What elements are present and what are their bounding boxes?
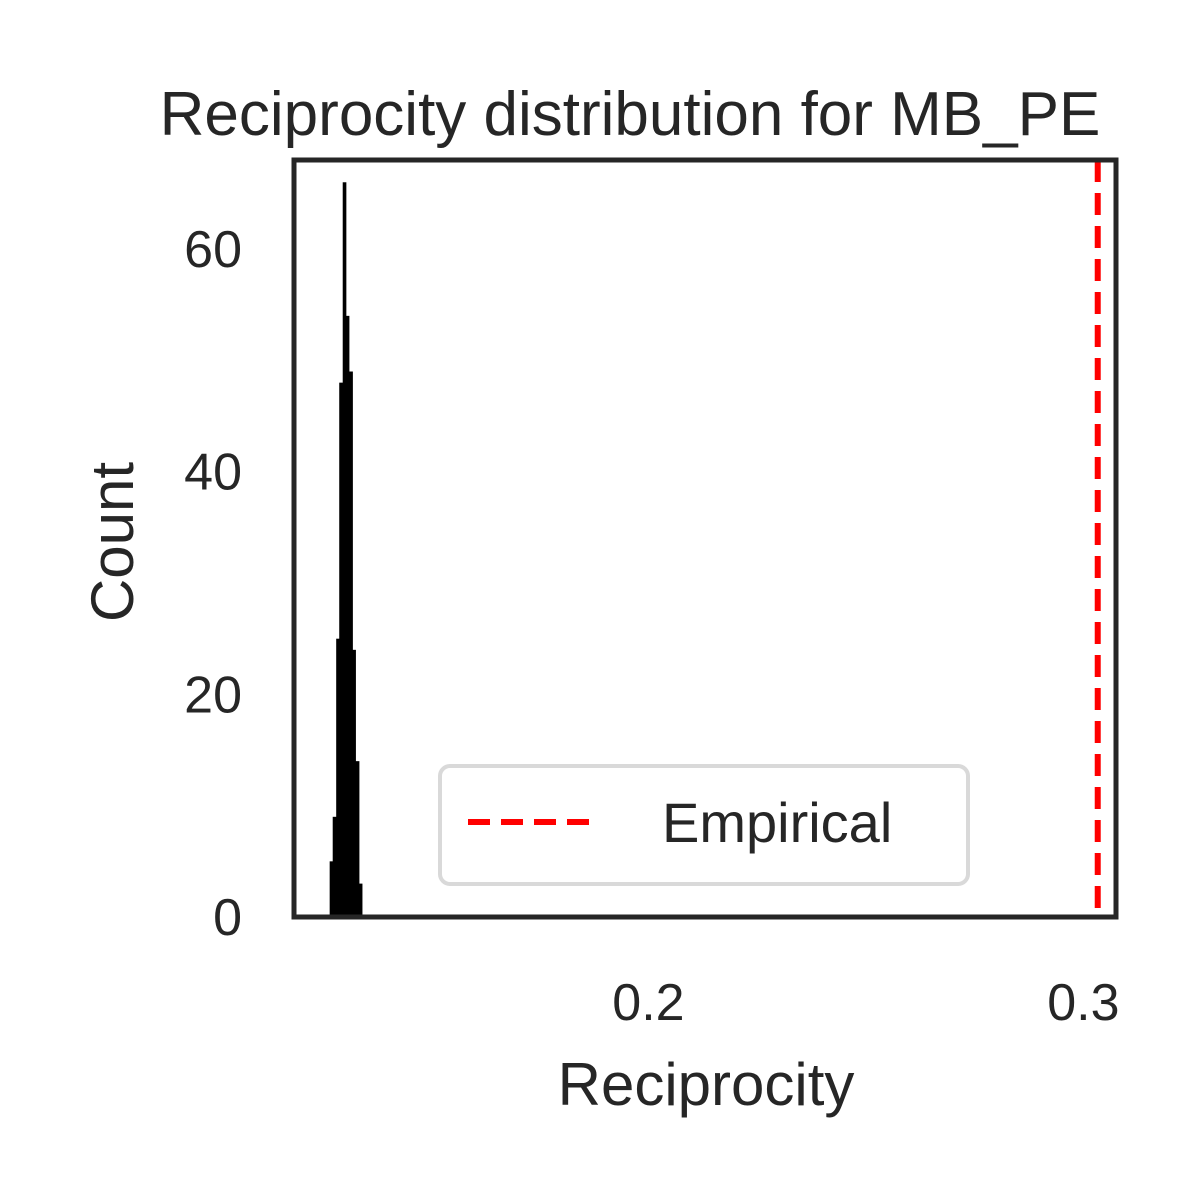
y-tick-label: 0 xyxy=(213,889,242,947)
x-axis-label: Reciprocity xyxy=(558,1051,855,1118)
chart-title: Reciprocity distribution for MB_PE xyxy=(160,80,1101,149)
histogram-bar xyxy=(342,182,347,917)
histogram-bar xyxy=(339,382,344,917)
y-tick-label: 60 xyxy=(184,221,242,279)
histogram-bar xyxy=(329,861,334,917)
histogram-bars xyxy=(329,182,363,918)
x-axis-ticks: 0.2 0.3 xyxy=(612,974,1119,1032)
histogram-bar xyxy=(355,761,360,917)
y-tick-label: 20 xyxy=(184,666,242,724)
histogram-bar xyxy=(332,816,337,917)
histogram-bar xyxy=(345,315,350,918)
legend-box xyxy=(438,764,970,886)
x-tick-label: 0.2 xyxy=(612,974,684,1032)
histogram-bar xyxy=(336,638,340,917)
legend: Empirical xyxy=(438,764,970,886)
plot-frame xyxy=(291,157,1119,920)
legend-label-empirical: Empirical xyxy=(662,791,892,854)
histogram-bar xyxy=(358,883,363,917)
x-tick-label: 0.3 xyxy=(1047,974,1119,1032)
y-tick-label: 40 xyxy=(184,444,242,502)
histogram-bar xyxy=(348,371,353,917)
y-axis-ticks: 0 20 40 60 xyxy=(184,221,242,947)
y-axis-label: Count xyxy=(79,462,146,622)
histogram-bar xyxy=(352,649,356,917)
